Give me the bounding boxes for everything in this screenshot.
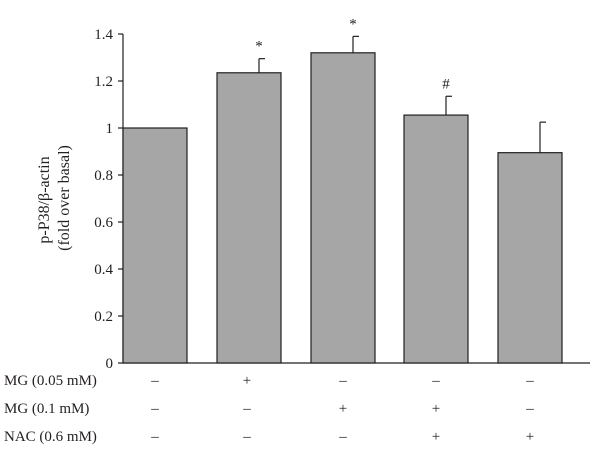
treatment-mark: + xyxy=(339,401,347,417)
treatment-mark: – xyxy=(150,373,159,389)
treatment-mark: – xyxy=(338,429,347,445)
y-tick-label: 0.8 xyxy=(94,168,113,184)
bar xyxy=(310,52,376,364)
y-tick-label: 1.4 xyxy=(94,27,113,43)
treatment-row-label: NAC (0.6 mM) xyxy=(4,429,97,445)
y-axis-label-line1: p-P38/β-actin xyxy=(36,156,53,243)
treatment-mark: – xyxy=(242,429,251,445)
y-tick-label: 0.4 xyxy=(94,262,113,278)
treatment-row-label: MG (0.05 mM) xyxy=(4,373,97,389)
y-tick-label: 1 xyxy=(106,121,114,137)
treatment-mark: + xyxy=(432,429,440,445)
y-ticks: 0 0.2 0.4 0.6 0.8 1 1.2 1.4 xyxy=(94,27,123,372)
y-tick-label: 0 xyxy=(106,356,114,372)
bar xyxy=(216,72,282,364)
treatment-mark: – xyxy=(338,373,347,389)
treatment-mark: – xyxy=(150,429,159,445)
treatment-mark: + xyxy=(432,401,440,417)
y-tick-label: 0.2 xyxy=(94,309,113,325)
treatment-mark: + xyxy=(526,429,534,445)
treatment-row-label: MG (0.1 mM) xyxy=(4,401,89,417)
treatment-mark: – xyxy=(150,401,159,417)
treatment-mark: – xyxy=(242,401,251,417)
bar xyxy=(403,114,469,364)
significance-mark: * xyxy=(255,39,263,55)
y-axis-label-line2: (fold over basal) xyxy=(56,145,73,251)
significance-mark: # xyxy=(442,76,450,92)
significance-mark: * xyxy=(349,16,357,32)
treatment-mark: + xyxy=(243,373,251,389)
treatment-table: MG (0.05 mM) – + – – – MG (0.1 mM) – – + + – NAC (0.… xyxy=(4,373,534,445)
treatment-mark: – xyxy=(525,373,534,389)
treatment-mark: – xyxy=(525,401,534,417)
treatment-mark: – xyxy=(431,373,440,389)
bars xyxy=(122,35,563,364)
y-axis-label: p-P38/β-actin (fold over basal) xyxy=(36,145,73,251)
y-tick-label: 1.2 xyxy=(94,74,113,90)
bar xyxy=(497,152,563,364)
bar xyxy=(122,127,188,364)
y-tick-label: 0.6 xyxy=(94,215,113,231)
significance-annotations: * * # xyxy=(255,16,450,92)
